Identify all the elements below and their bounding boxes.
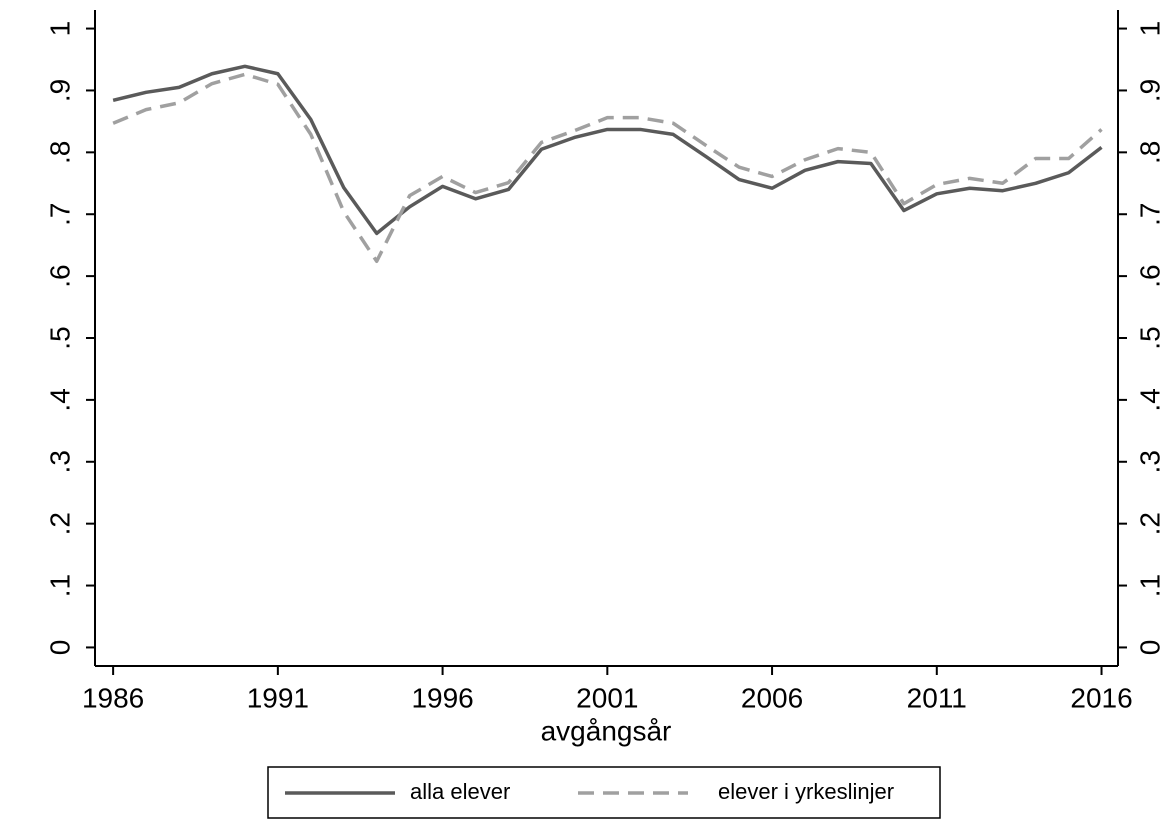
y-tick-label: .9: [44, 79, 75, 102]
y-tick-label: .6: [44, 264, 75, 287]
y-tick-label: .8: [44, 141, 75, 164]
y2-tick-label: .3: [1134, 450, 1165, 473]
y-tick-label: .7: [44, 203, 75, 226]
series-line: [112, 72, 1103, 264]
x-tick-label: 2016: [1070, 682, 1132, 713]
x-axis-label: avgångsår: [541, 715, 672, 746]
y-tick-label: .3: [44, 450, 75, 473]
y-tick-label: .4: [44, 388, 75, 411]
x-tick-label: 2011: [907, 682, 967, 713]
y2-tick-label: .2: [1134, 512, 1165, 535]
legend-label: elever i yrkeslinjer: [718, 779, 894, 804]
x-tick-label: 1986: [82, 682, 144, 713]
legend-label: alla elever: [410, 779, 510, 804]
y-tick-label: .2: [44, 512, 75, 535]
y2-tick-label: .1: [1134, 574, 1165, 597]
y2-tick-label: .4: [1134, 388, 1165, 411]
y2-tick-label: .9: [1134, 79, 1165, 102]
series-line: [112, 64, 1103, 236]
y2-tick-label: .5: [1134, 326, 1165, 349]
y2-tick-label: .7: [1134, 203, 1165, 226]
x-tick-label: 2006: [741, 682, 803, 713]
y2-tick-label: .8: [1134, 141, 1165, 164]
y2-tick-label: 1: [1134, 21, 1165, 37]
x-tick-label: 1996: [411, 682, 473, 713]
y-tick-label: 1: [44, 21, 75, 37]
x-tick-label: 1991: [247, 682, 309, 713]
x-tick-label: 2001: [576, 682, 638, 713]
y-tick-label: .5: [44, 326, 75, 349]
y-tick-label: .1: [44, 574, 75, 597]
y2-tick-label: 0: [1134, 640, 1165, 656]
y-tick-label: 0: [44, 640, 75, 656]
y2-tick-label: .6: [1134, 264, 1165, 287]
